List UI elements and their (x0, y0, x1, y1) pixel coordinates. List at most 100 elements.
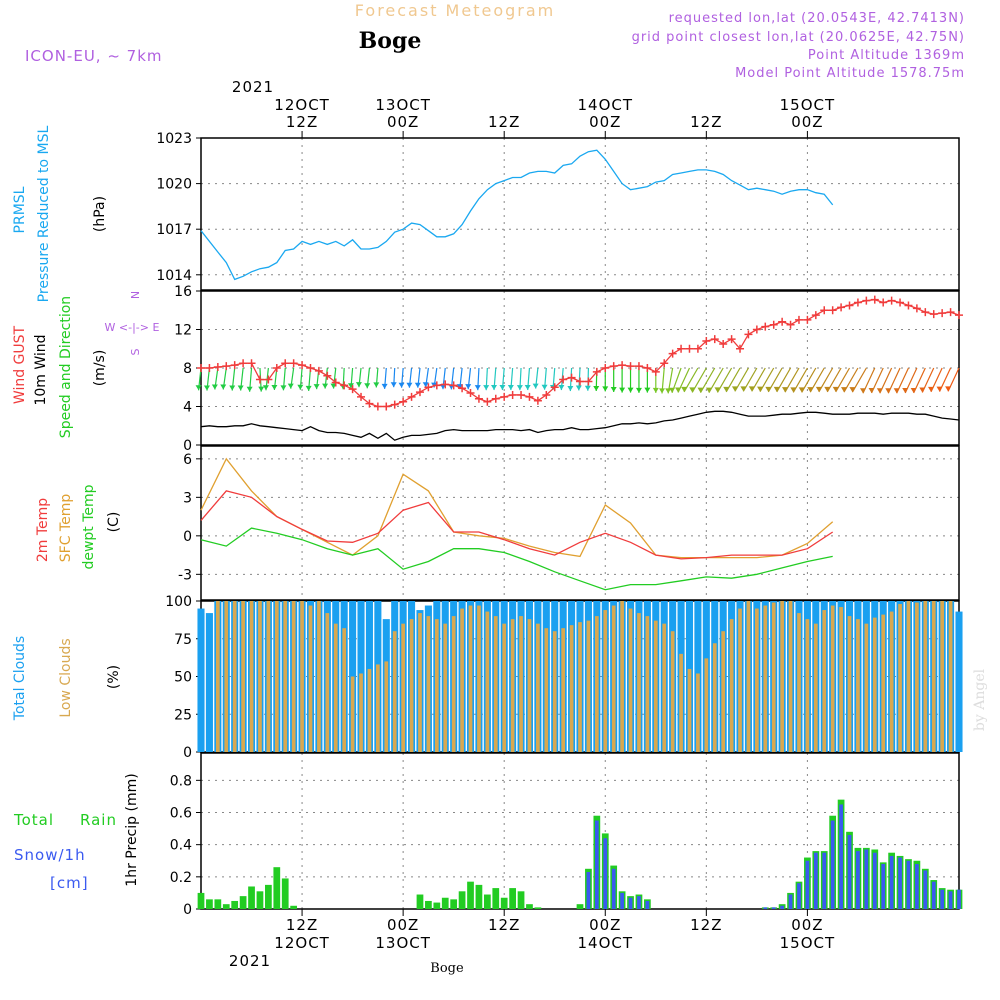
snow-bar (586, 872, 591, 909)
wind-arrow-head (322, 383, 329, 389)
requested-coords: requested lon,lat (20.0543E, 42.7413N) (669, 11, 965, 26)
low-cloud-bar (611, 605, 616, 752)
x-tick-label-bottom: 00Z (589, 916, 621, 934)
gust-markers (197, 295, 963, 411)
low-cloud-bar (780, 601, 784, 752)
gust-marker (879, 298, 888, 307)
low-cloud-bar (215, 601, 220, 752)
wind-arrow-head (532, 383, 539, 389)
low-cloud-bar (477, 605, 481, 752)
low-cloud-bar (232, 601, 237, 752)
low-cloud-bar (771, 602, 776, 752)
wind-arrow-head (541, 384, 548, 390)
low-cloud-bar (889, 611, 894, 752)
gust-marker (197, 364, 205, 372)
wind-arrow-head (373, 382, 380, 388)
t2m-line (200, 490, 834, 560)
low-cloud-bar (813, 623, 818, 752)
rain-bar (492, 888, 500, 909)
low-cloud-bar (788, 601, 793, 752)
snow-bar (603, 838, 608, 909)
wind-arrow-head (675, 387, 682, 393)
snow-bar (898, 857, 902, 909)
gust-marker (912, 304, 921, 313)
x-tick-label-top: 00Z (589, 113, 621, 131)
gust-marker (887, 296, 896, 305)
snow-bar (780, 905, 784, 909)
prmsl-desc-label: Pressure Reduced to MSL (36, 125, 52, 302)
rain-bar (281, 878, 289, 909)
low-cloud-bar (847, 616, 852, 752)
gust-marker (677, 344, 686, 353)
wind-arrow-head (347, 383, 354, 389)
low-cloud-bar (552, 631, 557, 752)
x-tick-label-bottom: 15OCT (780, 934, 836, 952)
gust-marker (803, 315, 812, 324)
gust-marker (592, 367, 601, 376)
low-cloud-bar (948, 601, 953, 752)
gust-marker (618, 361, 627, 370)
low-cloud-bar (418, 613, 422, 752)
low-cloud-bar (291, 601, 296, 752)
low-cloud-bar (628, 608, 633, 752)
wind-labels: Wind GUST 10m Wind Speed and Direction (… (12, 291, 159, 438)
y-tick-label: 0 (183, 438, 192, 454)
wind-arrow-head (927, 386, 934, 392)
low-cloud-bar (805, 619, 810, 752)
sfc-temp-line (200, 457, 834, 559)
wind-arrow-head (859, 388, 866, 394)
gust-marker (710, 335, 719, 344)
rain-bar (500, 897, 508, 909)
y-tick-label: 0.6 (170, 806, 192, 822)
low-cloud-bar (342, 628, 347, 752)
low-cloud-bar (923, 601, 928, 752)
x-tick-label-top: 12Z (690, 113, 722, 131)
wind-arrow-head (782, 387, 789, 393)
low-cloud-bar (451, 616, 456, 752)
rain-bar (509, 888, 516, 909)
point-altitude: Point Altitude 1369m (808, 48, 965, 63)
panel-frame (200, 445, 960, 601)
rain-bar (256, 891, 264, 909)
wind-arrow-head (815, 386, 822, 392)
y-tick-label: 0.8 (170, 773, 192, 789)
low-cloud-bar (569, 625, 574, 752)
wind-arrow-head (602, 386, 609, 392)
wind-arrow-head (697, 387, 704, 393)
rain-label: Rain (80, 811, 117, 829)
x-tick-label-bottom: 12Z (488, 916, 520, 934)
wind-arrow-head (364, 383, 371, 389)
gust-marker (255, 375, 264, 384)
chart-title: Forecast Meteogram (355, 1, 555, 20)
gust-marker (441, 380, 450, 389)
snow-bar (864, 849, 869, 909)
wind-arrow-head (919, 387, 926, 393)
plots: 10141017102010230481216-3036025507510000… (156, 96, 963, 952)
low-cloud-bar (493, 616, 498, 752)
wind-arrow-head (220, 384, 227, 390)
y-tick-label: 1017 (156, 222, 192, 238)
wind-arrow-head (893, 388, 900, 394)
wind-arrow-head (491, 385, 498, 391)
gust-marker (660, 359, 669, 368)
gust-marker (390, 400, 399, 409)
wind-arrow-head (635, 387, 642, 393)
wind-arrow-head (824, 386, 831, 392)
gust-marker (500, 392, 509, 401)
gust-marker (239, 359, 248, 368)
low-cloud-bar (763, 605, 768, 752)
wind-arrow-head (406, 382, 413, 388)
wind-arrow-head (229, 385, 236, 391)
gust-marker (609, 362, 618, 371)
dewpt-label: dewpt Temp (81, 484, 97, 569)
rain-bar (534, 907, 542, 909)
y-tick-label: 1014 (156, 268, 192, 284)
gust-marker (264, 375, 273, 384)
snow-bar (881, 863, 886, 909)
low-cloud-bar (856, 619, 860, 752)
wind-arrow-head (584, 385, 591, 391)
wind-arrow-head (731, 386, 738, 392)
total-cloud-bar (197, 608, 205, 752)
y-tick-label: 25 (174, 707, 192, 723)
low-cloud-bar (249, 601, 254, 752)
